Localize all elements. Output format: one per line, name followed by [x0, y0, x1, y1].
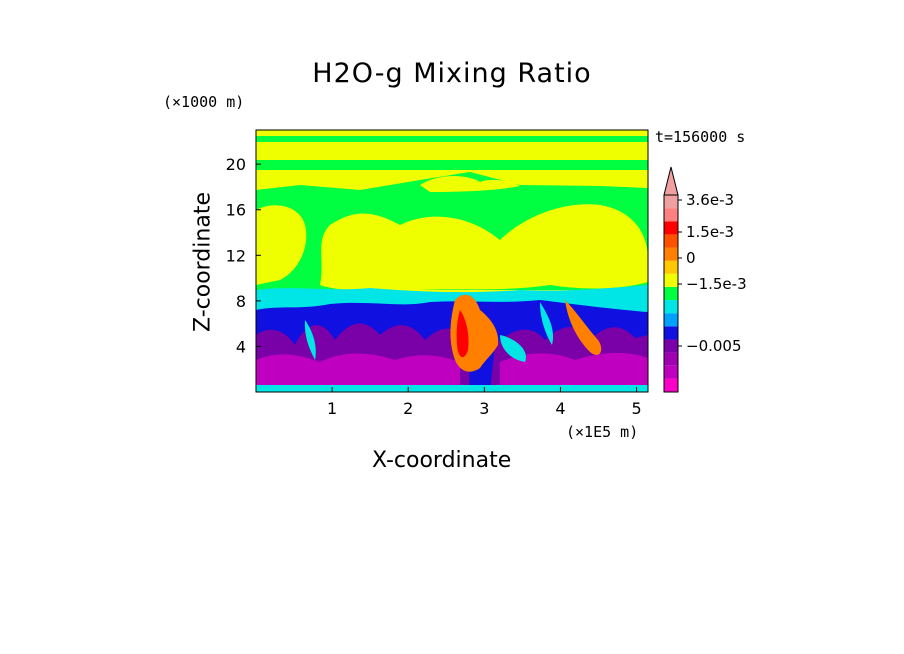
red-plume	[456, 310, 469, 358]
cyan-wisp-1	[304, 320, 316, 360]
y-ticks: 4 8 12 16 20	[226, 155, 261, 356]
colorbar-segment	[664, 286, 678, 301]
time-label: t=156000 s	[655, 128, 746, 146]
upper-green-band-2	[256, 160, 648, 170]
colorbar-arrow	[663, 166, 679, 196]
colorbar-segment	[664, 339, 678, 353]
y-tick-label: 12	[226, 246, 246, 265]
colorbar-segment	[664, 260, 678, 274]
upper-green-band	[256, 136, 648, 142]
colorbar-segment	[664, 221, 678, 235]
colorbar-segment	[664, 247, 678, 261]
colorbar-segment	[664, 273, 678, 287]
colorbar-label: 3.6e-3	[686, 191, 734, 209]
colorbar-segment	[664, 352, 678, 366]
colorbar-segment	[664, 326, 678, 340]
colorbar-label: 0	[686, 249, 696, 267]
x-tick-label: 1	[327, 399, 337, 418]
colorbar-segment	[664, 378, 678, 392]
colorbar-label: −0.005	[686, 337, 742, 355]
x-tick-label: 2	[403, 399, 413, 418]
y-tick-label: 8	[236, 292, 246, 311]
x-axis-unit: (×1E5 m)	[566, 423, 639, 441]
y-tick-label: 16	[226, 201, 246, 220]
magenta-layer	[256, 352, 648, 388]
y-tick-label: 20	[226, 155, 246, 174]
x-tick-label: 3	[479, 399, 489, 418]
plot-frame	[255, 129, 649, 393]
x-ticks: 1 2 3 4 5	[327, 387, 642, 418]
yellow-blob-left	[256, 205, 307, 285]
colorbar-segment	[664, 300, 678, 314]
colorbar-segment	[664, 234, 678, 248]
colorbar-segment	[664, 313, 678, 327]
colorbar-segment	[664, 365, 678, 379]
yellow-blob-top	[420, 176, 520, 192]
chart-title: H2O-g Mixing Ratio	[312, 58, 592, 89]
colorbar-frame	[663, 194, 679, 393]
orange-plume-right	[565, 300, 602, 355]
colorbar-label: 1.5e-3	[686, 223, 734, 241]
cyan-wisp-3	[500, 335, 526, 362]
yellow-blob-center	[320, 204, 648, 292]
cyan-wisp-2	[540, 302, 554, 345]
y-axis-unit: (×1000 m)	[163, 93, 245, 111]
x-axis-label: X-coordinate	[372, 448, 512, 473]
x-tick-label: 5	[631, 399, 641, 418]
colorbar-label: −1.5e-3	[686, 275, 747, 293]
y-tick-label: 4	[236, 337, 246, 356]
colorbar-segment	[664, 195, 678, 209]
colorbar: 3.6e-3 1.5e-3 0 −1.5e-3 −0.005	[663, 166, 747, 393]
colorbar-segment	[664, 208, 678, 222]
x-tick-label: 4	[555, 399, 565, 418]
plot-area	[256, 130, 648, 392]
surface-layer	[256, 385, 648, 392]
